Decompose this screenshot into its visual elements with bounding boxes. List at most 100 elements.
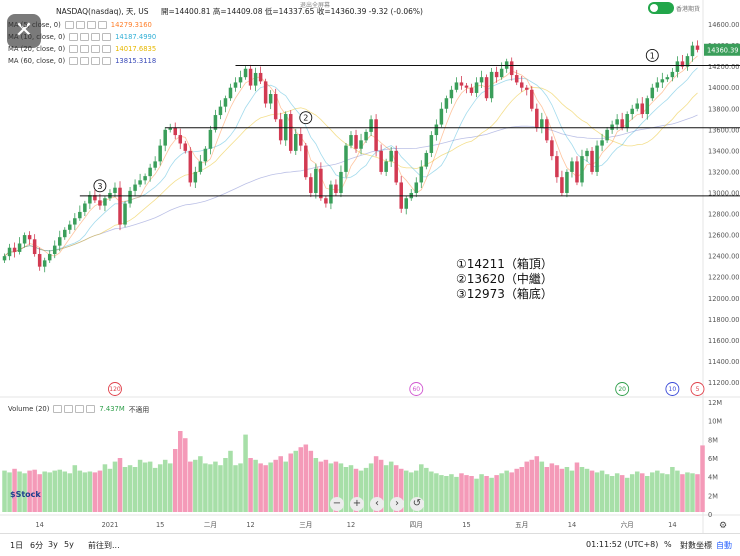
- auto-toggle[interactable]: 自動: [716, 541, 732, 550]
- ma-60-row[interactable]: MA (60, close, 0) 13815.3118: [8, 57, 156, 65]
- volume-label: Volume (20): [8, 405, 50, 413]
- ma-5-icons[interactable]: [64, 21, 107, 29]
- range-5y[interactable]: 5y: [64, 540, 74, 549]
- volume-bar: [122, 467, 128, 512]
- volume-bar: [313, 458, 319, 512]
- volume-bar: [2, 470, 7, 512]
- ma-5-row[interactable]: MA (5, close, 0) 14279.3160: [8, 21, 152, 29]
- volume-bar: [353, 468, 359, 512]
- ma-20-icons[interactable]: [69, 45, 112, 53]
- scroll-right-button[interactable]: ›: [390, 497, 404, 511]
- candle: [63, 227, 67, 240]
- candle-body: [545, 119, 549, 141]
- candle-body: [123, 203, 127, 225]
- candle: [344, 142, 348, 178]
- volume-bar: [183, 438, 188, 512]
- ma-20-row[interactable]: MA (20, close, 0) 14017.6835: [8, 45, 156, 53]
- candle-body: [168, 127, 172, 130]
- candle-body: [379, 150, 383, 172]
- candle-body: [675, 61, 680, 72]
- volume-bar: [454, 476, 459, 512]
- volume-bar: [564, 467, 570, 512]
- volume-bar: [449, 474, 454, 512]
- volume-tick-label: 2M: [708, 492, 718, 500]
- goto-date[interactable]: 前往到...: [88, 541, 120, 550]
- volume-bar: [474, 478, 479, 512]
- reset-button[interactable]: ↺: [410, 497, 424, 511]
- candle: [258, 66, 263, 85]
- period-badge-label: 60: [412, 386, 420, 393]
- zoom-controls: − + ‹ › ↺: [330, 497, 424, 511]
- candle: [354, 129, 358, 153]
- volume-bar: [639, 473, 645, 512]
- candle: [389, 146, 393, 167]
- volume-bar: [499, 473, 504, 512]
- zoom-out-button[interactable]: −: [330, 497, 344, 511]
- ma-60-value: 13815.3118: [115, 57, 157, 65]
- percent-toggle[interactable]: %: [664, 540, 672, 549]
- candle: [288, 110, 293, 154]
- candle: [22, 232, 27, 248]
- log-toggle[interactable]: 對數坐標: [680, 541, 712, 550]
- volume-bar: [37, 474, 42, 512]
- candle-body: [454, 82, 459, 90]
- volume-bar: [343, 467, 349, 512]
- volume-bar: [579, 467, 585, 512]
- candle: [319, 162, 323, 201]
- candle: [399, 176, 403, 213]
- volume-bar: [107, 468, 113, 512]
- volume-bar: [589, 470, 595, 512]
- candle-body: [228, 87, 233, 99]
- candle-body: [193, 171, 198, 183]
- level-marker-label: 2: [303, 114, 308, 123]
- volume-bar: [97, 470, 103, 512]
- candle: [12, 242, 17, 258]
- zoom-in-button[interactable]: +: [350, 497, 364, 511]
- x-tick-label: 三月: [299, 521, 312, 529]
- candle: [409, 189, 414, 201]
- volume-icons[interactable]: [53, 405, 96, 413]
- candle: [575, 156, 579, 186]
- volume-bar: [378, 459, 384, 512]
- volume-tick-label: 6M: [708, 455, 718, 463]
- volume-bar: [348, 465, 354, 512]
- volume-bar: [484, 476, 489, 512]
- ma-10-row[interactable]: MA (10, close, 0) 14187.4990: [8, 33, 156, 41]
- volume-bar: [363, 467, 369, 512]
- ma-60-icons[interactable]: [69, 57, 112, 65]
- candlestick-chart[interactable]: 14600.0014400.0014200.0014000.0013800.00…: [0, 0, 740, 533]
- settings-gear-icon[interactable]: ⚙: [719, 521, 727, 531]
- range-6m[interactable]: 6分: [30, 541, 44, 550]
- period-badge-circle: [108, 382, 122, 396]
- volume-bar: [544, 467, 550, 512]
- volume-bar: [47, 472, 52, 512]
- brand-label: 香港期貨: [676, 6, 701, 13]
- ma-10-icons[interactable]: [69, 33, 112, 41]
- range-1d[interactable]: 1日: [10, 541, 24, 550]
- scroll-left-button[interactable]: ‹: [370, 497, 384, 511]
- close-icon[interactable]: ✕: [7, 14, 41, 48]
- candle-body: [163, 129, 167, 146]
- candle: [133, 179, 137, 197]
- candle-body: [294, 134, 298, 151]
- candle-body: [635, 103, 639, 109]
- candle: [153, 156, 157, 171]
- candle: [299, 127, 303, 152]
- period-badge-circle: [665, 382, 680, 396]
- realtime-toggle[interactable]: [648, 2, 674, 14]
- y-tick-label: 11600.00: [708, 337, 739, 345]
- note-midline: ②13620（中繼）: [456, 272, 553, 286]
- x-tick-label: 六月: [621, 520, 634, 529]
- candle-body: [198, 161, 203, 172]
- volume-header[interactable]: Volume (20) 7.437M 不適用: [8, 404, 149, 414]
- volume-bar: [403, 470, 409, 512]
- volume-bar: [142, 462, 148, 512]
- y-tick-label: 11200.00: [708, 379, 739, 387]
- volume-bar: [52, 470, 57, 512]
- candle-body: [640, 103, 645, 115]
- candle: [524, 85, 529, 96]
- volume-bar: [293, 450, 299, 512]
- candle-body: [364, 131, 368, 141]
- y-tick-label: 14000.00: [708, 84, 739, 92]
- range-3y[interactable]: 3y: [48, 540, 58, 549]
